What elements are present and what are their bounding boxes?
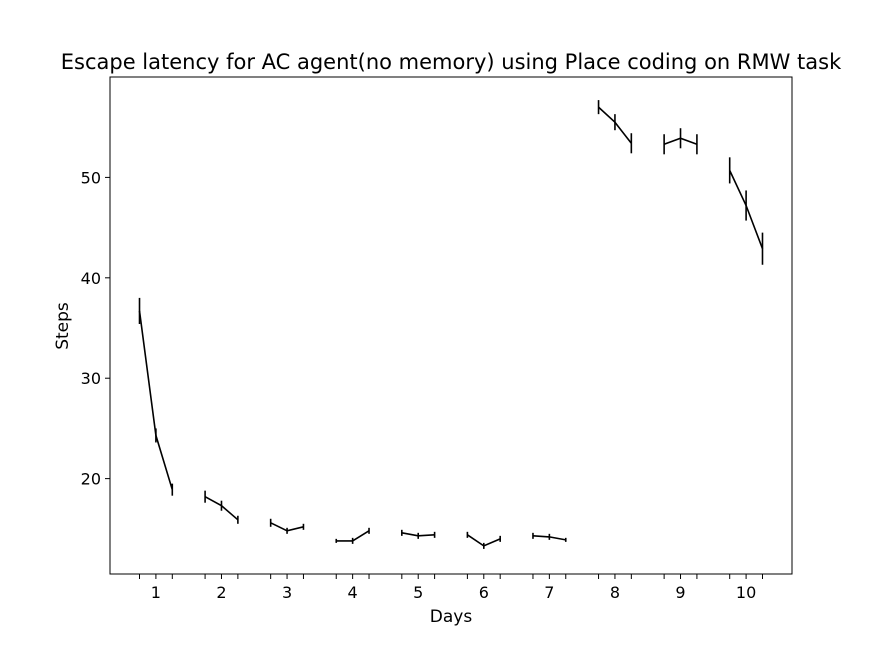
x-tick-label: 6 <box>479 583 489 602</box>
plot-frame <box>109 76 793 575</box>
x-tick-label: 10 <box>736 583 756 602</box>
x-tick-label: 4 <box>348 583 358 602</box>
series-8 <box>597 100 633 154</box>
chart-title: Escape latency for AC agent(no memory) u… <box>61 50 842 74</box>
x-tick-label: 3 <box>282 583 292 602</box>
x-axis: 1 2 3 4 5 6 7 8 9 10 <box>139 574 763 602</box>
series-5 <box>401 529 436 539</box>
series-7 <box>532 532 567 542</box>
series-3 <box>269 518 305 534</box>
x-tick-label: 1 <box>151 583 161 602</box>
y-axis: 20 30 40 50 <box>81 168 110 489</box>
series-10 <box>728 157 764 265</box>
series-4 <box>335 527 370 544</box>
x-tick-label: 9 <box>675 583 685 602</box>
x-axis-label: Days <box>430 607 473 627</box>
y-tick-label: 40 <box>81 269 101 288</box>
y-axis-label: Steps <box>53 302 73 350</box>
y-tick-label: 50 <box>81 168 101 187</box>
x-tick-label: 8 <box>610 583 620 602</box>
x-tick-label: 2 <box>216 583 226 602</box>
series-6 <box>466 531 501 549</box>
plot-area <box>138 100 764 549</box>
y-tick-label: 20 <box>81 470 101 489</box>
y-tick-label: 30 <box>81 369 101 388</box>
series-1 <box>138 297 174 496</box>
x-tick-label: 7 <box>544 583 554 602</box>
series-9 <box>663 128 698 155</box>
series-line <box>138 310 174 490</box>
series-2 <box>204 490 239 524</box>
x-tick-label: 5 <box>413 583 423 602</box>
